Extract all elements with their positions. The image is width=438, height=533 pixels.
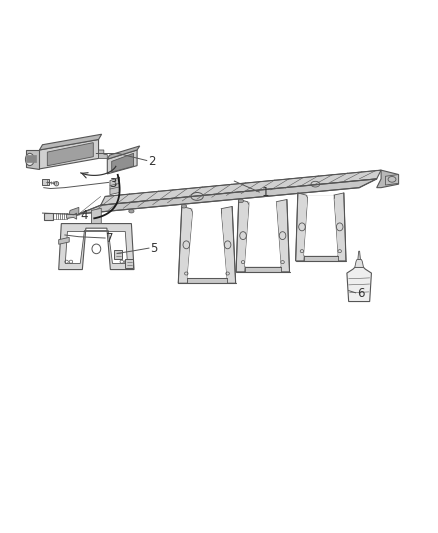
Polygon shape bbox=[236, 199, 249, 272]
FancyBboxPatch shape bbox=[114, 250, 122, 260]
Text: 6: 6 bbox=[357, 287, 364, 300]
Polygon shape bbox=[355, 260, 364, 268]
Polygon shape bbox=[107, 146, 140, 159]
FancyBboxPatch shape bbox=[42, 179, 49, 185]
Polygon shape bbox=[221, 206, 236, 283]
Text: 3: 3 bbox=[110, 177, 117, 190]
Text: 2: 2 bbox=[148, 155, 155, 168]
Polygon shape bbox=[296, 193, 308, 261]
Polygon shape bbox=[39, 140, 99, 169]
Polygon shape bbox=[245, 201, 281, 266]
Polygon shape bbox=[110, 177, 120, 195]
Polygon shape bbox=[59, 223, 134, 270]
Ellipse shape bbox=[238, 199, 244, 203]
Polygon shape bbox=[358, 251, 360, 260]
Text: 7: 7 bbox=[106, 232, 114, 245]
Polygon shape bbox=[44, 213, 53, 220]
Polygon shape bbox=[39, 134, 102, 150]
Polygon shape bbox=[236, 199, 290, 272]
Polygon shape bbox=[79, 179, 377, 214]
Polygon shape bbox=[187, 278, 226, 283]
Polygon shape bbox=[65, 230, 127, 263]
Polygon shape bbox=[107, 150, 137, 174]
Ellipse shape bbox=[181, 205, 187, 208]
Polygon shape bbox=[26, 150, 39, 169]
Ellipse shape bbox=[25, 154, 34, 166]
Polygon shape bbox=[68, 207, 79, 219]
Text: 4: 4 bbox=[81, 209, 88, 222]
Polygon shape bbox=[67, 213, 77, 219]
Polygon shape bbox=[304, 255, 338, 261]
Text: 5: 5 bbox=[150, 243, 158, 255]
Polygon shape bbox=[59, 237, 69, 244]
FancyBboxPatch shape bbox=[125, 259, 133, 268]
Ellipse shape bbox=[129, 209, 134, 213]
Polygon shape bbox=[377, 170, 399, 188]
Polygon shape bbox=[178, 206, 193, 283]
Polygon shape bbox=[92, 208, 101, 223]
Polygon shape bbox=[276, 199, 290, 272]
Polygon shape bbox=[99, 150, 107, 158]
Polygon shape bbox=[47, 143, 93, 166]
Polygon shape bbox=[178, 206, 236, 283]
Polygon shape bbox=[187, 209, 226, 278]
Polygon shape bbox=[26, 155, 36, 161]
Text: 1: 1 bbox=[262, 187, 269, 199]
Polygon shape bbox=[101, 170, 381, 205]
Polygon shape bbox=[296, 193, 346, 261]
Polygon shape bbox=[245, 266, 281, 272]
Polygon shape bbox=[347, 268, 371, 302]
Polygon shape bbox=[304, 195, 338, 255]
Polygon shape bbox=[334, 193, 346, 261]
Polygon shape bbox=[385, 174, 399, 185]
Ellipse shape bbox=[54, 182, 59, 186]
Polygon shape bbox=[112, 154, 134, 172]
